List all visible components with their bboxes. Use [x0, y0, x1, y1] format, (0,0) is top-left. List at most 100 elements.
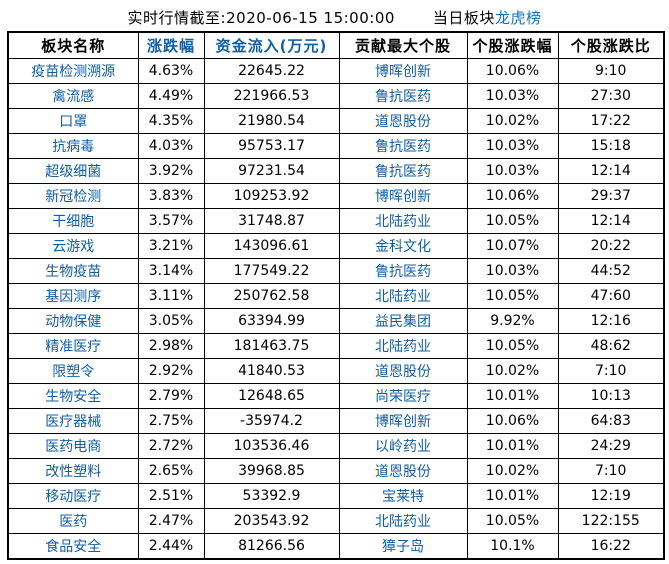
- sector-name-cell[interactable]: 口罩: [7, 108, 139, 134]
- inflow-cell: 103536.46: [203, 433, 340, 459]
- inflow-cell: 181463.75: [203, 333, 340, 359]
- stock-name-cell[interactable]: 金科文化: [338, 233, 468, 259]
- ratio-cell: 7:10: [557, 358, 665, 384]
- stock-change-cell: 10.05%: [466, 283, 559, 309]
- sector-change-cell: 3.05%: [137, 308, 205, 334]
- table-row: 干细胞 3.57% 31748.87 北陆药业 10.05% 12:14: [7, 208, 665, 234]
- table-row: 超级细菌 3.92% 97231.54 鲁抗医药 10.03% 12:14: [7, 158, 665, 184]
- sector-name-cell[interactable]: 医药: [7, 508, 139, 534]
- sector-name-cell[interactable]: 新冠检测: [7, 183, 139, 209]
- ratio-cell: 16:22: [557, 533, 665, 560]
- inflow-cell: 250762.58: [203, 283, 340, 309]
- sector-change-cell: 2.75%: [137, 408, 205, 434]
- stock-change-cell: 10.02%: [466, 358, 559, 384]
- inflow-cell: 203543.92: [203, 508, 340, 534]
- stock-name-cell[interactable]: 鲁抗医药: [338, 83, 468, 109]
- stock-name-cell[interactable]: 道恩股份: [338, 458, 468, 484]
- table-row: 限塑令 2.92% 41840.53 道恩股份 10.02% 7:10: [7, 358, 665, 384]
- stock-name-cell[interactable]: 以岭药业: [338, 433, 468, 459]
- stock-name-cell[interactable]: 博晖创新: [338, 408, 468, 434]
- stock-name-cell[interactable]: 北陆药业: [338, 508, 468, 534]
- sector-change-cell: 3.83%: [137, 183, 205, 209]
- table-row: 禽流感 4.49% 221966.53 鲁抗医药 10.03% 27:30: [7, 83, 665, 109]
- stock-change-cell: 10.06%: [466, 58, 559, 84]
- sector-name-cell[interactable]: 医药电商: [7, 433, 139, 459]
- table-row: 医疗器械 2.75% -35974.2 博晖创新 10.06% 64:83: [7, 408, 665, 434]
- header-ratio: 个股涨跌比: [557, 31, 665, 59]
- sector-name-cell[interactable]: 干细胞: [7, 208, 139, 234]
- stock-name-cell[interactable]: 道恩股份: [338, 108, 468, 134]
- sector-name-cell[interactable]: 生物安全: [7, 383, 139, 409]
- inflow-cell: 97231.54: [203, 158, 340, 184]
- stock-change-cell: 10.05%: [466, 208, 559, 234]
- stock-change-cell: 10.01%: [466, 433, 559, 459]
- ratio-cell: 24:29: [557, 433, 665, 459]
- header-stock-change: 个股涨跌幅: [466, 31, 559, 59]
- sector-change-cell: 2.65%: [137, 458, 205, 484]
- stock-name-cell[interactable]: 尚荣医疗: [338, 383, 468, 409]
- dragon-tiger-link[interactable]: 龙虎榜: [494, 9, 542, 27]
- ratio-cell: 122:155: [557, 508, 665, 534]
- stock-name-cell[interactable]: 北陆药业: [338, 208, 468, 234]
- stock-name-cell[interactable]: 北陆药业: [338, 283, 468, 309]
- sector-name-cell[interactable]: 改性塑料: [7, 458, 139, 484]
- inflow-cell: 31748.87: [203, 208, 340, 234]
- sector-name-cell[interactable]: 抗病毒: [7, 133, 139, 159]
- sector-change-cell: 2.92%: [137, 358, 205, 384]
- ratio-cell: 44:52: [557, 258, 665, 284]
- sector-change-cell: 3.11%: [137, 283, 205, 309]
- sector-name-cell[interactable]: 超级细菌: [7, 158, 139, 184]
- sector-name-cell[interactable]: 基因测序: [7, 283, 139, 309]
- sector-name-cell[interactable]: 禽流感: [7, 83, 139, 109]
- table-row: 生物疫苗 3.14% 177549.22 鲁抗医药 10.03% 44:52: [7, 258, 665, 284]
- ratio-cell: 15:18: [557, 133, 665, 159]
- sector-name-cell[interactable]: 精准医疗: [7, 333, 139, 359]
- sector-change-cell: 3.14%: [137, 258, 205, 284]
- stock-name-cell[interactable]: 獐子岛: [338, 533, 468, 560]
- sector-change-cell: 4.03%: [137, 133, 205, 159]
- table-row: 改性塑料 2.65% 39968.85 道恩股份 10.02% 7:10: [7, 458, 665, 484]
- ratio-cell: 29:37: [557, 183, 665, 209]
- stock-change-cell: 10.06%: [466, 183, 559, 209]
- sector-name-cell[interactable]: 生物疫苗: [7, 258, 139, 284]
- inflow-cell: 81266.56: [203, 533, 340, 560]
- header-change[interactable]: 涨跌幅: [137, 31, 205, 59]
- stock-name-cell[interactable]: 益民集团: [338, 308, 468, 334]
- table-row: 食品安全 2.44% 81266.56 獐子岛 10.1% 16:22: [7, 533, 665, 560]
- sector-change-cell: 3.57%: [137, 208, 205, 234]
- sector-name-cell[interactable]: 限塑令: [7, 358, 139, 384]
- sector-name-cell[interactable]: 医疗器械: [7, 408, 139, 434]
- stock-name-cell[interactable]: 博晖创新: [338, 183, 468, 209]
- sector-change-cell: 2.44%: [137, 533, 205, 560]
- table-row: 精准医疗 2.98% 181463.75 北陆药业 10.05% 48:62: [7, 333, 665, 359]
- stock-change-cell: 10.1%: [466, 533, 559, 560]
- sector-name-cell[interactable]: 疫苗检测溯源: [7, 58, 139, 84]
- stock-name-cell[interactable]: 道恩股份: [338, 358, 468, 384]
- stock-change-cell: 10.05%: [466, 333, 559, 359]
- stock-name-cell[interactable]: 北陆药业: [338, 333, 468, 359]
- sector-change-cell: 4.49%: [137, 83, 205, 109]
- table-row: 医药 2.47% 203543.92 北陆药业 10.05% 122:155: [7, 508, 665, 534]
- stock-change-cell: 10.06%: [466, 408, 559, 434]
- stock-name-cell[interactable]: 鲁抗医药: [338, 158, 468, 184]
- header-top-stock: 贡献最大个股: [338, 31, 468, 59]
- stock-name-cell[interactable]: 博晖创新: [338, 58, 468, 84]
- ratio-cell: 47:60: [557, 283, 665, 309]
- stock-change-cell: 10.07%: [466, 233, 559, 259]
- stock-name-cell[interactable]: 鲁抗医药: [338, 258, 468, 284]
- inflow-cell: 109253.92: [203, 183, 340, 209]
- stock-change-cell: 10.02%: [466, 458, 559, 484]
- sector-name-cell[interactable]: 云游戏: [7, 233, 139, 259]
- inflow-cell: 143096.61: [203, 233, 340, 259]
- sector-name-cell[interactable]: 食品安全: [7, 533, 139, 560]
- table-row: 云游戏 3.21% 143096.61 金科文化 10.07% 20:22: [7, 233, 665, 259]
- stock-name-cell[interactable]: 宝莱特: [338, 483, 468, 509]
- stock-change-cell: 10.03%: [466, 158, 559, 184]
- sector-change-cell: 4.35%: [137, 108, 205, 134]
- stock-change-cell: 10.01%: [466, 483, 559, 509]
- sector-name-cell[interactable]: 移动医疗: [7, 483, 139, 509]
- ratio-cell: 64:83: [557, 408, 665, 434]
- header-inflow[interactable]: 资金流入(万元): [203, 31, 340, 59]
- sector-name-cell[interactable]: 动物保健: [7, 308, 139, 334]
- stock-name-cell[interactable]: 鲁抗医药: [338, 133, 468, 159]
